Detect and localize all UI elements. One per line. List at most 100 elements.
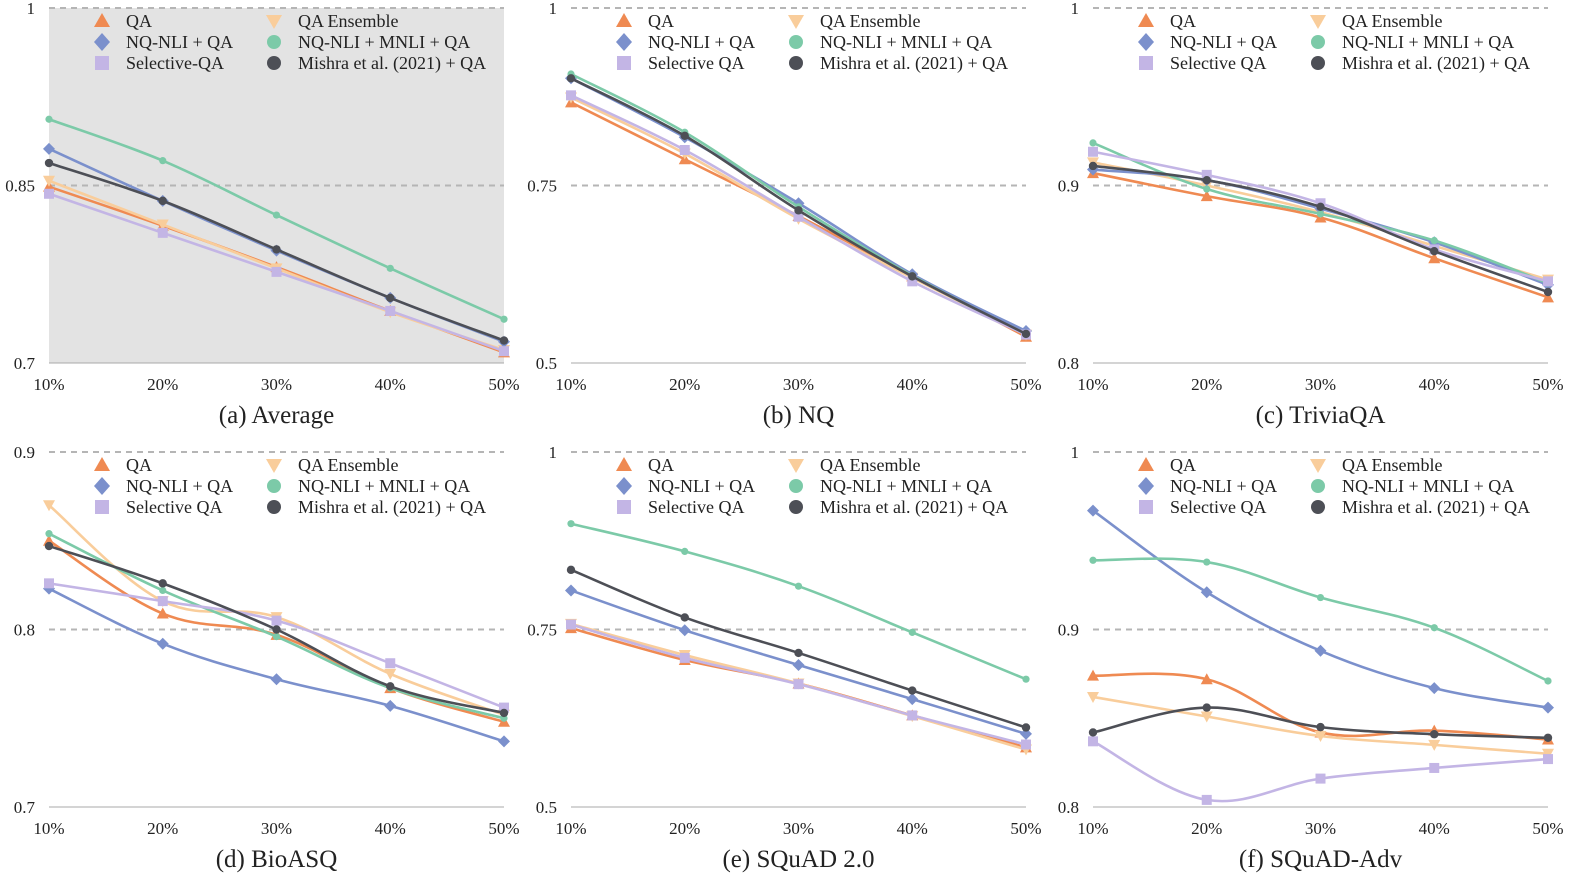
y-tick-label-c-2: 1 <box>1071 0 1080 18</box>
chart-panel-c: 0.8 0.9 1 10% 20% 30% 40% 50% (c) TriviaQA QA QA E… <box>1058 0 1564 429</box>
legend-label-a-qa: QA <box>126 11 152 31</box>
series-d-qa-ensemble <box>43 500 510 721</box>
legend-marker-a-qa <box>94 13 110 27</box>
y-tick-label-f-2: 1 <box>1071 443 1080 462</box>
legend-label-c-qa: QA <box>1170 11 1196 31</box>
chart-panel-f: 0.8 0.9 1 10% 20% 30% 40% 50% (f) SQuAD-Adv QA QA … <box>1058 443 1564 873</box>
data-point-a-nq-nli-mnli-qa-4 <box>500 315 508 323</box>
chart-title-d: (d) BioASQ <box>216 846 338 873</box>
data-point-d-nq-nli-qa-2 <box>270 673 283 686</box>
legend-label-c-nq-nli-qa: NQ-NLI + QA <box>1170 32 1277 52</box>
series-f-selective-qa <box>1088 736 1553 805</box>
legend-marker-a-selective-qa <box>95 56 109 70</box>
data-point-f-nq-nli-qa-1 <box>1200 586 1213 599</box>
data-point-a-nq-nli-mnli-qa-2 <box>272 211 281 219</box>
data-point-c-mishra-et-al-2021-qa-0 <box>1088 161 1098 171</box>
x-tick-label-e-3: 40% <box>897 819 928 838</box>
legend-e: QA QA Ensemble NQ-NLI + QA NQ-NLI + MNLI + … <box>616 455 1008 518</box>
data-point-d-qa-1 <box>156 607 169 619</box>
legend-marker-e-mishra-et-al-2021-qa <box>789 500 803 514</box>
legend-label-e-nq-nli-mnli-qa: NQ-NLI + MNLI + QA <box>820 476 992 496</box>
legend-label-a-nq-nli-mnli-qa: NQ-NLI + MNLI + QA <box>298 32 470 52</box>
data-point-a-mishra-et-al-2021-qa-2 <box>272 245 281 254</box>
chart-title-b: (b) NQ <box>763 402 835 429</box>
x-tick-label-d-3: 40% <box>375 819 406 838</box>
x-tick-label-c-1: 20% <box>1191 375 1222 394</box>
x-tick-label-f-4: 50% <box>1532 819 1563 838</box>
data-point-a-selective-qa-4 <box>499 346 509 357</box>
data-point-e-nq-nli-mnli-qa-0 <box>567 520 575 528</box>
data-point-f-nq-nli-mnli-qa-3 <box>1430 624 1438 632</box>
data-point-b-mishra-et-al-2021-qa-3 <box>908 272 917 281</box>
data-point-f-qa-ensemble-1 <box>1200 711 1213 723</box>
data-point-a-selective-qa-1 <box>157 227 168 238</box>
data-point-a-qa-ensemble-1 <box>156 219 169 231</box>
data-point-d-nq-nli-mnli-qa-2 <box>272 633 281 641</box>
data-point-d-selective-qa-0 <box>44 578 54 589</box>
legend-marker-c-selective-qa <box>1139 56 1153 70</box>
data-point-f-nq-nli-mnli-qa-0 <box>1089 556 1097 564</box>
legend-marker-b-mishra-et-al-2021-qa <box>789 56 803 70</box>
data-point-a-nq-nli-qa-0 <box>43 142 55 155</box>
data-point-d-selective-qa-3 <box>385 658 396 669</box>
data-point-f-selective-qa-2 <box>1315 773 1326 784</box>
data-point-f-selective-qa-3 <box>1429 762 1440 773</box>
data-point-e-selective-qa-2 <box>793 679 804 690</box>
series-c-qa <box>1087 167 1554 303</box>
series-f-nq-nli-mnli-qa <box>1089 556 1552 685</box>
y-tick-label-d-2: 0.9 <box>14 443 35 462</box>
data-point-c-nq-nli-mnli-qa-3 <box>1430 236 1438 245</box>
data-point-d-selective-qa-1 <box>157 596 168 607</box>
legend-label-e-nq-nli-qa: NQ-NLI + QA <box>648 476 755 496</box>
legend-marker-d-nq-nli-mnli-qa <box>267 479 281 493</box>
data-point-c-qa-3 <box>1428 252 1441 264</box>
data-point-f-mishra-et-al-2021-qa-0 <box>1088 728 1098 737</box>
legend-marker-c-nq-nli-qa <box>1138 33 1154 51</box>
series-a-selective-qa <box>44 188 509 357</box>
data-point-a-selective-qa-3 <box>385 305 396 316</box>
data-point-f-mishra-et-al-2021-qa-1 <box>1202 703 1211 712</box>
data-point-f-nq-nli-qa-0 <box>1087 504 1099 517</box>
data-point-f-nq-nli-mnli-qa-4 <box>1544 677 1552 685</box>
series-d-mishra-et-al-2021-qa <box>44 541 509 718</box>
legend-marker-a-nq-nli-mnli-qa <box>267 35 281 49</box>
data-point-e-mishra-et-al-2021-qa-1 <box>680 613 689 622</box>
data-point-b-mishra-et-al-2021-qa-1 <box>680 131 689 140</box>
legend-marker-c-nq-nli-mnli-qa <box>1311 35 1325 49</box>
y-tick-label-c-0: 0.8 <box>1058 354 1079 373</box>
data-point-c-qa-1 <box>1200 190 1213 202</box>
legend-marker-b-qa-ensemble <box>788 15 804 29</box>
x-tick-label-f-3: 40% <box>1419 819 1450 838</box>
data-point-d-mishra-et-al-2021-qa-2 <box>272 625 281 634</box>
data-point-f-nq-nli-qa-4 <box>1542 701 1554 714</box>
data-point-f-nq-nli-mnli-qa-2 <box>1316 593 1325 602</box>
legend-label-e-qa-ensemble: QA Ensemble <box>820 455 921 475</box>
x-tick-label-a-1: 20% <box>147 375 178 394</box>
x-tick-label-d-1: 20% <box>147 819 178 838</box>
x-tick-label-e-1: 20% <box>669 819 700 838</box>
data-point-d-qa-0 <box>43 534 55 546</box>
x-tick-label-b-4: 50% <box>1010 375 1041 394</box>
data-point-c-mishra-et-al-2021-qa-1 <box>1202 175 1211 185</box>
data-point-a-nq-nli-mnli-qa-1 <box>159 157 167 165</box>
legend-d: QA QA Ensemble NQ-NLI + QA NQ-NLI + MNLI + … <box>94 455 486 518</box>
data-point-d-nq-nli-mnli-qa-1 <box>159 586 167 595</box>
data-point-f-qa-1 <box>1200 673 1213 685</box>
legend-label-e-mishra-et-al-2021-qa: Mishra et al. (2021) + QA <box>820 497 1008 518</box>
data-point-f-nq-nli-qa-2 <box>1314 644 1327 657</box>
legend-marker-b-qa <box>616 13 632 27</box>
data-point-d-selective-qa-4 <box>499 702 509 713</box>
data-point-e-mishra-et-al-2021-qa-0 <box>566 565 576 575</box>
series-a-mishra-et-al-2021-qa <box>44 158 509 345</box>
data-point-c-qa-4 <box>1542 291 1554 303</box>
series-e-selective-qa <box>566 619 1031 750</box>
x-tick-label-c-3: 40% <box>1419 375 1450 394</box>
chart-panel-d: 0.7 0.8 0.9 10% 20% 30% 40% 50% (d) BioASQ QA QA E… <box>14 443 520 873</box>
series-f-mishra-et-al-2021-qa <box>1088 703 1553 742</box>
legend-c: QA QA Ensemble NQ-NLI + QA NQ-NLI + MNLI + … <box>1138 11 1530 74</box>
legend-label-e-qa: QA <box>648 455 674 475</box>
legend-marker-f-selective-qa <box>1139 500 1153 514</box>
data-point-b-selective-qa-2 <box>793 211 804 222</box>
legend-label-d-mishra-et-al-2021-qa: Mishra et al. (2021) + QA <box>298 497 486 518</box>
